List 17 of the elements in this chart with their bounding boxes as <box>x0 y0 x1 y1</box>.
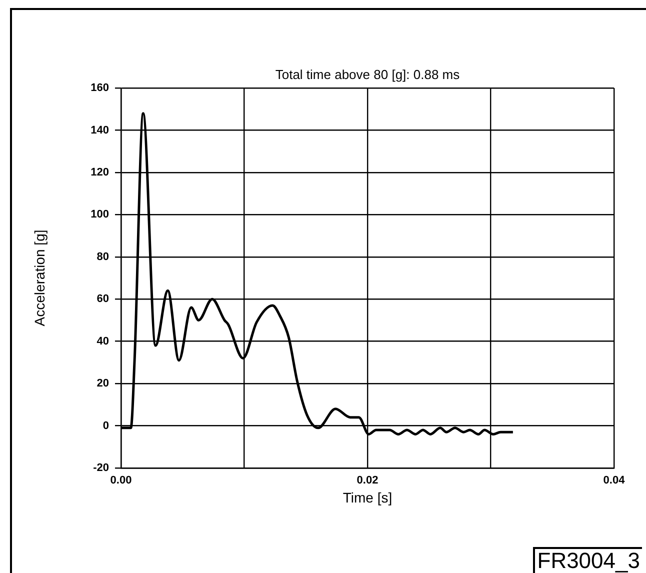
x-tick-label: 0.04 <box>603 474 626 487</box>
y-tick-label: 100 <box>90 208 109 221</box>
y-tick-label: 160 <box>90 82 109 94</box>
y-tick-label: 40 <box>96 335 109 348</box>
x-axis-title: Time [s] <box>342 489 392 506</box>
y-tick-label: 120 <box>90 166 109 178</box>
y-axis-title: Acceleration [g] <box>31 230 48 326</box>
y-tick-label: -20 <box>93 462 109 474</box>
x-tick-label: 0.00 <box>110 474 132 487</box>
y-tick-label: 80 <box>96 250 109 263</box>
chart-title: Total time above 80 [g]: 0.88 ms <box>275 67 460 82</box>
y-tick-label: 140 <box>90 124 109 136</box>
y-tick-label: 20 <box>96 378 109 390</box>
x-tick-label: 0.02 <box>356 474 378 487</box>
text: FR3004_3 <box>533 547 642 573</box>
y-tick-label: 60 <box>96 293 109 306</box>
y-tick-label: 0 <box>102 420 109 432</box>
